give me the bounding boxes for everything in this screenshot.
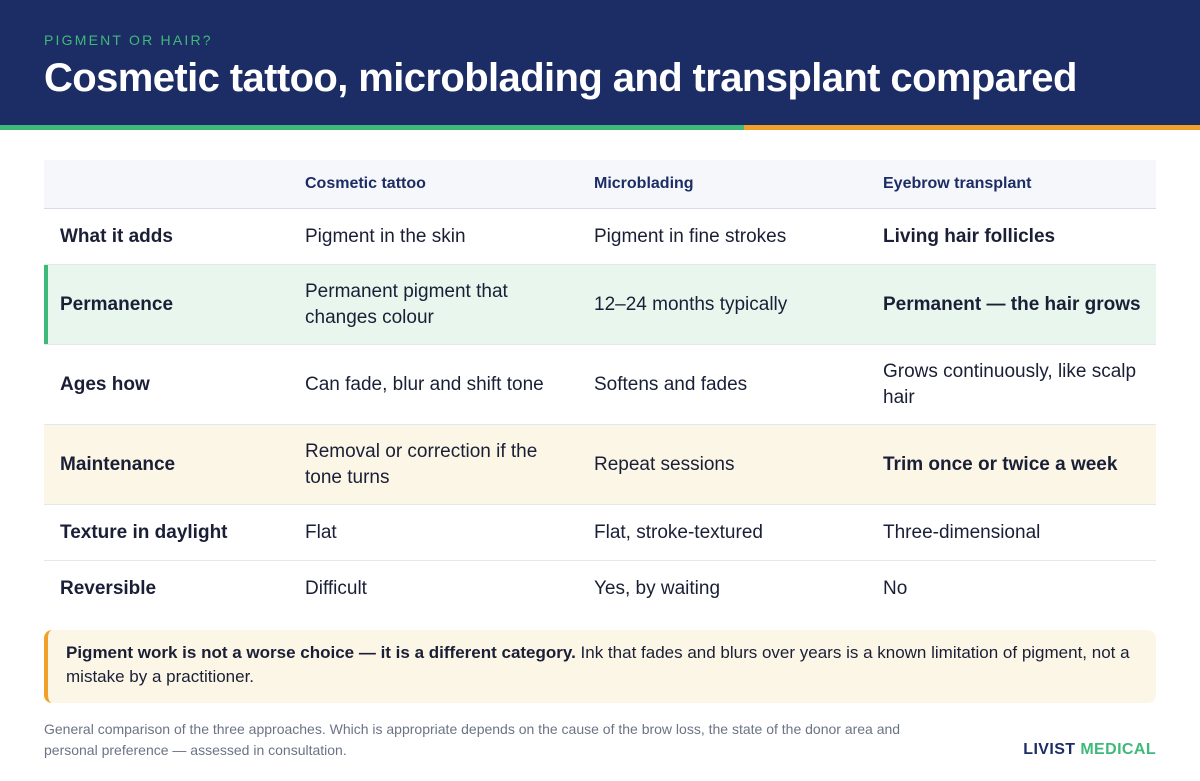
- row-label: Permanence: [60, 293, 174, 315]
- brand-logo: LIVIST MEDICAL: [1023, 741, 1156, 759]
- cell-tattoo: Pigment in the skin: [305, 225, 466, 247]
- header-banner: PIGMENT OR HAIR? Cosmetic tattoo, microb…: [0, 0, 1200, 125]
- header-cell-microblading: Microblading: [594, 175, 694, 192]
- table-row-highlight-green: Permanence Permanent pigment that change…: [44, 265, 1156, 345]
- callout-box: Pigment work is not a worse choice — it …: [44, 630, 1156, 703]
- cell-transplant: No: [883, 577, 908, 599]
- row-accent-bar: [44, 265, 48, 344]
- cell-transplant: Permanent — the hair grows: [883, 293, 1141, 315]
- comparison-table: Cosmetic tattoo Microblading Eyebrow tra…: [44, 160, 1156, 616]
- table-row: Texture in daylight Flat Flat, stroke-te…: [44, 505, 1156, 561]
- brand-part2: MEDICAL: [1080, 741, 1156, 758]
- table-header-row: Cosmetic tattoo Microblading Eyebrow tra…: [44, 160, 1156, 209]
- page-title: Cosmetic tattoo, microblading and transp…: [44, 56, 1077, 100]
- table-row: Ages how Can fade, blur and shift tone S…: [44, 345, 1156, 425]
- accent-rule-green: [0, 125, 744, 130]
- cell-tattoo: Permanent pigment that changes colour: [305, 280, 508, 328]
- header-cell-transplant: Eyebrow transplant: [883, 175, 1032, 192]
- footnote: General comparison of the three approach…: [44, 721, 901, 758]
- row-label: Reversible: [60, 577, 157, 599]
- row-label: What it adds: [60, 225, 173, 247]
- cell-microblading: Yes, by waiting: [594, 577, 721, 599]
- table-row: What it adds Pigment in the skin Pigment…: [44, 209, 1156, 265]
- cell-microblading: Pigment in fine strokes: [594, 225, 787, 247]
- cell-microblading: Flat, stroke-textured: [594, 521, 763, 543]
- table-row: Reversible Difficult Yes, by waiting No: [44, 561, 1156, 616]
- cell-transplant: Grows continuously, like scalp hair: [883, 360, 1137, 408]
- header-cell-tattoo: Cosmetic tattoo: [305, 175, 426, 192]
- eyebrow-label: PIGMENT OR HAIR?: [44, 32, 213, 48]
- cell-tattoo: Removal or correction if the tone turns: [305, 440, 538, 488]
- cell-tattoo: Difficult: [305, 577, 367, 599]
- cell-tattoo: Can fade, blur and shift tone: [305, 373, 544, 395]
- cell-transplant: Trim once or twice a week: [883, 453, 1118, 475]
- accent-rule-orange: [744, 125, 1200, 130]
- cell-transplant: Living hair follicles: [883, 225, 1056, 247]
- cell-transplant: Three-dimensional: [883, 521, 1041, 543]
- brand-part1: LIVIST: [1023, 741, 1076, 758]
- cell-microblading: 12–24 months typically: [594, 293, 788, 315]
- cell-microblading: Repeat sessions: [594, 453, 735, 475]
- row-label: Maintenance: [60, 453, 176, 475]
- cell-microblading: Softens and fades: [594, 373, 748, 395]
- callout-text: Pigment work is not a worse choice — it …: [66, 641, 1146, 689]
- row-label: Texture in daylight: [60, 521, 228, 543]
- cell-tattoo: Flat: [305, 521, 337, 543]
- row-label: Ages how: [60, 373, 150, 395]
- callout-strong: Pigment work is not a worse choice — it …: [66, 643, 576, 662]
- callout-body: Ink that fades and blurs over years is a…: [66, 643, 1130, 686]
- table-row-highlight-cream: Maintenance Removal or correction if the…: [44, 425, 1156, 505]
